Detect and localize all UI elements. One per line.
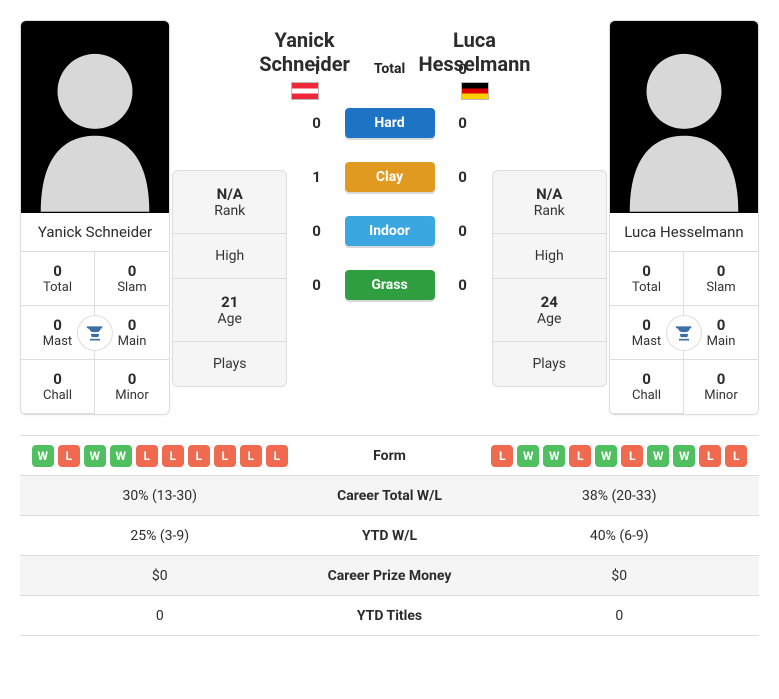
form-result[interactable]: L — [569, 445, 591, 467]
form-result[interactable]: L — [214, 445, 236, 467]
titles-minor: 0Minor — [684, 360, 758, 414]
titles-total: 0Total — [21, 252, 95, 306]
form-result[interactable]: L — [58, 445, 80, 467]
h2h-grass[interactable]: 0 Grass 0 — [305, 270, 475, 300]
ytdwl-b: 40% (6-9) — [480, 520, 760, 552]
ytdtitles-a: 0 — [20, 600, 300, 632]
titles-total: 0Total — [610, 252, 684, 306]
h2h-overlay: Yanick Schneider Luca Hesselmann 1 Total… — [240, 28, 540, 324]
cmp-label: Career Total W/L — [300, 488, 480, 504]
form-result[interactable]: L — [188, 445, 210, 467]
form-result[interactable]: L — [136, 445, 158, 467]
form-result[interactable]: L — [266, 445, 288, 467]
titles-slam: 0Slam — [684, 252, 758, 306]
careerwl-b: 38% (20-33) — [480, 480, 760, 512]
player-b-name[interactable]: Luca Hesselmann — [610, 213, 758, 252]
cmp-ytdwl-row: 25% (3-9) YTD W/L 40% (6-9) — [20, 516, 759, 556]
cmp-label: Form — [300, 448, 480, 464]
trophy-icon — [78, 316, 112, 350]
player-b-titles-grid: 0Total 0Slam 0Mast 0Main 0Chall 0Minor — [610, 252, 758, 414]
player-a-photo — [21, 21, 169, 213]
form-result[interactable]: W — [543, 445, 565, 467]
form-result[interactable]: L — [162, 445, 184, 467]
h2h-clay[interactable]: 1 Clay 0 — [305, 162, 475, 192]
form-result[interactable]: W — [647, 445, 669, 467]
flag-austria-icon — [291, 82, 319, 100]
plays-cell: Plays — [493, 342, 606, 386]
form-result[interactable]: W — [517, 445, 539, 467]
form-result[interactable]: W — [32, 445, 54, 467]
ytdwl-a: 25% (3-9) — [20, 520, 300, 552]
player-b-card: Luca Hesselmann 0Total 0Slam 0Mast 0Main… — [609, 20, 759, 415]
cmp-careerwl-row: 30% (13-30) Career Total W/L 38% (20-33) — [20, 476, 759, 516]
ytdtitles-b: 0 — [480, 600, 760, 632]
careerwl-a: 30% (13-30) — [20, 480, 300, 512]
player-b-photo — [610, 21, 758, 213]
cmp-label: YTD W/L — [300, 528, 480, 544]
cmp-label: Career Prize Money — [300, 568, 480, 584]
form-a: WLWWLLLLLL — [20, 437, 300, 475]
form-result[interactable]: L — [621, 445, 643, 467]
player-a-titles-grid: 0Total 0Slam 0Mast 0Main 0Chall 0Minor — [21, 252, 169, 414]
titles-slam: 0Slam — [95, 252, 169, 306]
h2h-indoor[interactable]: 0 Indoor 0 — [305, 216, 475, 246]
form-result[interactable]: W — [84, 445, 106, 467]
form-result[interactable]: L — [491, 445, 513, 467]
silhouette-icon — [610, 21, 758, 213]
prize-b: $0 — [480, 560, 760, 592]
player-a-name[interactable]: Yanick Schneider — [21, 213, 169, 252]
prize-a: $0 — [20, 560, 300, 592]
form-result[interactable]: L — [240, 445, 262, 467]
plays-cell: Plays — [173, 342, 286, 386]
titles-chall: 0Chall — [610, 360, 684, 414]
titles-chall: 0Chall — [21, 360, 95, 414]
cmp-prize-row: $0 Career Prize Money $0 — [20, 556, 759, 596]
silhouette-icon — [21, 21, 169, 213]
form-result[interactable]: W — [110, 445, 132, 467]
trophy-icon — [667, 316, 701, 350]
form-result[interactable]: L — [699, 445, 721, 467]
form-b: LWWLWLWWLL — [480, 437, 760, 475]
titles-minor: 0Minor — [95, 360, 169, 414]
form-result[interactable]: W — [595, 445, 617, 467]
comparison-table: WLWWLLLLLL Form LWWLWLWWLL 30% (13-30) C… — [20, 435, 759, 636]
flag-germany-icon — [461, 82, 489, 100]
form-result[interactable]: W — [673, 445, 695, 467]
cmp-ytdtitles-row: 0 YTD Titles 0 — [20, 596, 759, 636]
cmp-label: YTD Titles — [300, 608, 480, 624]
player-a-card: Yanick Schneider 0Total 0Slam 0Mast 0Mai… — [20, 20, 170, 415]
form-result[interactable]: L — [725, 445, 747, 467]
cmp-form-row: WLWWLLLLLL Form LWWLWLWWLL — [20, 436, 759, 476]
